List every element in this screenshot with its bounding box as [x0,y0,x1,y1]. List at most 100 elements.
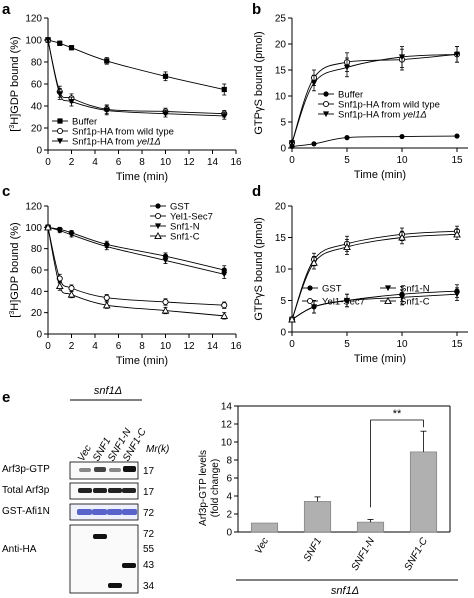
blot-mw-marker: 72 [143,529,155,540]
blot-row-label-gst-afi1n: GST-Afi1N [2,506,50,517]
data-point [288,140,296,146]
y-tick-label: 20 [275,40,287,51]
y-axis-label: GTPγS bound (pmol) [253,217,265,320]
y-tick-label: 2 [226,510,232,521]
blot-mw-marker: 17 [143,466,155,477]
y-tick-label: 80 [31,58,43,69]
y-tick-label: 100 [25,36,42,47]
data-point [221,86,227,93]
y-tick-label: 10 [275,265,287,276]
data-point [103,243,110,250]
series-line [47,39,225,90]
legend-marker [307,285,313,291]
data-point [104,58,110,64]
panel-letter-d: d [252,183,261,200]
y-tick-label: 20 [31,124,43,135]
blot-band [108,488,122,493]
blot-band [122,509,137,515]
data-point [454,133,460,139]
x-tick-label: 2 [69,341,75,352]
data-point [220,311,229,319]
data-point [68,45,75,51]
blot-row-label-anti-ha: Anti-HA [2,544,37,555]
legend-marker [155,203,161,209]
blot-mw-marker: 17 [143,487,155,498]
blot-band [92,509,107,515]
data-point [453,230,461,238]
data-point [398,233,406,241]
data-point [162,73,169,79]
blot-mw-marker: 72 [143,508,155,519]
legend-entry: Snf1p-HA from wild type [338,100,440,111]
blot-band [122,488,136,493]
y-tick-label: 0 [280,144,286,155]
bar-ylabel-line1: Arf3p-GTP levels [198,450,209,526]
x-tick-label: 0 [289,339,295,350]
data-point [344,135,350,141]
legend-marker [154,231,162,240]
blot-band [123,466,136,472]
bar-ylabel-line2: (fold change) [210,459,221,517]
x-tick-label: 0 [45,341,51,352]
legend-entry: Snf1p-HA from wild type [72,127,174,138]
series-line [47,39,225,117]
blot-band [107,509,122,515]
y-tick-label: 10 [221,438,233,449]
legend-marker [154,212,162,220]
y-tick-label: 80 [31,244,43,255]
data-point [453,291,461,298]
data-point [310,304,318,310]
chart-d: 0 5 10 15 20 0 5 10 15 Time (min) GTPγS bound (pmo… [253,202,468,365]
data-point [162,298,169,306]
y-tick-label: 15 [275,66,287,77]
y-tick-label: 40 [31,287,43,298]
y-tick-label: 4 [226,492,232,503]
panel-letter-c: c [2,183,10,200]
blot-band [94,467,106,472]
x-tick-label: 14 [207,341,219,352]
legend-entry: Buffer [72,117,97,128]
data-point [55,281,64,290]
y-tick-label: 40 [31,102,43,113]
x-tick-label: SNF1 [302,536,324,564]
data-point [67,290,76,298]
x-tick-label: 0 [289,155,295,166]
x-tick-label: 12 [183,341,195,352]
legend-marker [384,285,392,292]
legend-entry: Snf1-C [400,297,430,308]
x-tick-label: 6 [116,157,122,168]
data-point [103,294,110,301]
bar [356,521,385,533]
x-tick-label: SNF1-C [403,535,431,572]
data-point [68,285,75,292]
data-point [343,297,351,304]
x-tick-label: 16 [230,341,242,352]
legend-entry: Snf1-N [170,222,200,233]
data-point [221,271,228,278]
y-tick-label: 0 [280,328,286,339]
blot-band [93,534,107,539]
legend-marker [306,297,314,305]
x-tick-label: 4 [92,341,98,352]
data-point [44,223,52,231]
y-axis-label: GTPγS bound (pmol) [253,31,265,134]
legend-marker [56,127,64,135]
chart-b: 0 5 10 15 20 25 0 5 10 15 Time (min) GTPγS bound (p… [253,14,468,181]
data-point [288,315,296,323]
y-tick-label: 12 [221,420,233,431]
series-line [47,227,225,317]
x-tick-label: 10 [160,157,172,168]
legend-entry: Snf1p-HA from yel1Δ [72,137,161,148]
y-tick-label: 20 [275,202,287,213]
blot-band [79,468,91,472]
legend-entry: Buffer [338,90,363,101]
bar [250,522,279,533]
bar-genotype-label: snf1Δ [331,585,359,597]
y-tick-label: 25 [275,14,287,25]
y-tick-label: 20 [31,308,43,319]
x-tick-label: 2 [69,157,75,168]
blot-mw-marker: 34 [143,581,155,592]
y-tick-label: 120 [25,202,42,213]
legend-marker [322,111,330,118]
